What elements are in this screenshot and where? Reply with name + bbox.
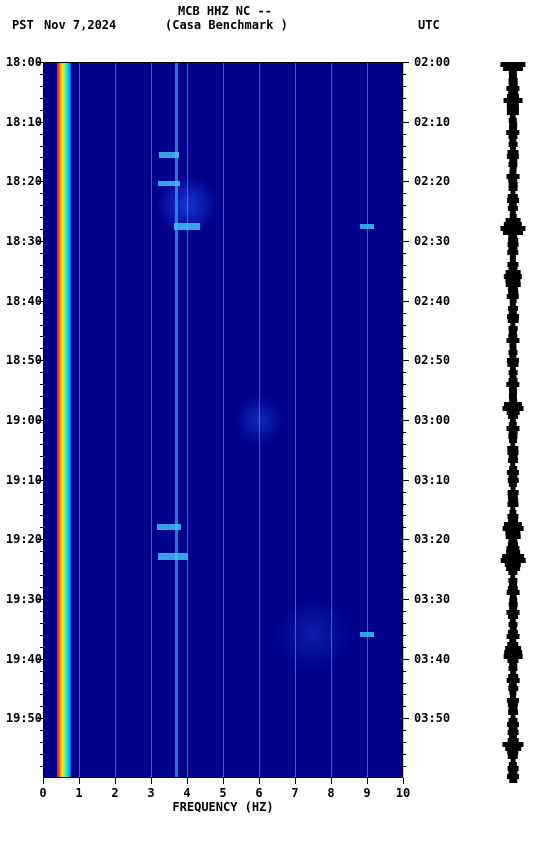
- y-left-label: 18:20: [0, 175, 42, 187]
- y-right-label: 03:40: [406, 653, 456, 665]
- x-tick: [187, 778, 188, 784]
- spectrogram-event: [158, 553, 188, 560]
- x-tick: [223, 778, 224, 784]
- x-axis-title: FREQUENCY (HZ): [43, 800, 403, 814]
- y-left-label: 19:40: [0, 653, 42, 665]
- y-right-label: 03:20: [406, 533, 456, 545]
- y-right-label: 02:50: [406, 354, 456, 366]
- low-frequency-band: [57, 62, 71, 778]
- y-right-label: 02:20: [406, 175, 456, 187]
- y-left-label: 18:40: [0, 295, 42, 307]
- x-tick: [295, 778, 296, 784]
- x-tick-label: 6: [255, 786, 262, 800]
- y-axis-right-labels: 02:0002:1002:2002:3002:4002:5003:0003:10…: [406, 62, 448, 778]
- grid-vline: [43, 62, 44, 778]
- x-tick-label: 7: [291, 786, 298, 800]
- grid-vline: [115, 62, 116, 778]
- grid-vline: [331, 62, 332, 778]
- tz-left-label: PST: [12, 18, 34, 32]
- x-tick: [403, 778, 404, 784]
- y-right-label: 02:40: [406, 295, 456, 307]
- y-left-label: 19:00: [0, 414, 42, 426]
- grid-vline: [79, 62, 80, 778]
- grid-vline: [367, 62, 368, 778]
- x-tick-label: 9: [363, 786, 370, 800]
- grid-vline: [295, 62, 296, 778]
- y-right-label: 03:30: [406, 593, 456, 605]
- x-tick-label: 4: [183, 786, 190, 800]
- y-left-label: 19:10: [0, 474, 42, 486]
- waveform-strip: [488, 62, 538, 778]
- spectrogram-plot: [43, 62, 403, 778]
- y-left-label: 18:00: [0, 56, 42, 68]
- x-tick: [151, 778, 152, 784]
- spectrogram-event: [159, 152, 179, 158]
- date-label: Nov 7,2024: [44, 18, 116, 32]
- station-code: MCB HHZ NC --: [178, 4, 272, 18]
- grid-vline: [259, 62, 260, 778]
- grid-vline: [223, 62, 224, 778]
- y-left-label: 19:30: [0, 593, 42, 605]
- x-tick: [367, 778, 368, 784]
- x-tick: [43, 778, 44, 784]
- x-tick-label: 3: [147, 786, 154, 800]
- y-left-label: 19:50: [0, 712, 42, 724]
- y-right-label: 03:10: [406, 474, 456, 486]
- x-tick: [259, 778, 260, 784]
- y-axis-left-labels: 18:0018:1018:2018:3018:4018:5019:0019:10…: [0, 62, 42, 778]
- y-right-label: 02:30: [406, 235, 456, 247]
- tz-right-label: UTC: [418, 18, 440, 32]
- y-left-label: 18:10: [0, 116, 42, 128]
- x-tick: [79, 778, 80, 784]
- x-tick: [331, 778, 332, 784]
- y-left-label: 18:50: [0, 354, 42, 366]
- persistent-tone-band: [175, 62, 178, 778]
- y-right-label: 02:00: [406, 56, 456, 68]
- grid-vline: [187, 62, 188, 778]
- x-tick-label: 1: [75, 786, 82, 800]
- x-tick-label: 5: [219, 786, 226, 800]
- x-tick-label: 2: [111, 786, 118, 800]
- x-tick-label: 0: [39, 786, 46, 800]
- spectrogram-event: [158, 181, 180, 186]
- x-tick: [115, 778, 116, 784]
- y-left-label: 19:20: [0, 533, 42, 545]
- x-tick-label: 8: [327, 786, 334, 800]
- chart-header: MCB HHZ NC -- PST Nov 7,2024 (Casa Bench…: [0, 4, 552, 34]
- y-right-label: 03:00: [406, 414, 456, 426]
- x-tick-label: 10: [396, 786, 410, 800]
- y-left-label: 18:30: [0, 235, 42, 247]
- location-label: (Casa Benchmark ): [165, 18, 288, 32]
- grid-vline: [151, 62, 152, 778]
- y-right-label: 03:50: [406, 712, 456, 724]
- spectrogram-event: [157, 524, 181, 530]
- y-right-label: 02:10: [406, 116, 456, 128]
- waveform-sample: [509, 778, 517, 783]
